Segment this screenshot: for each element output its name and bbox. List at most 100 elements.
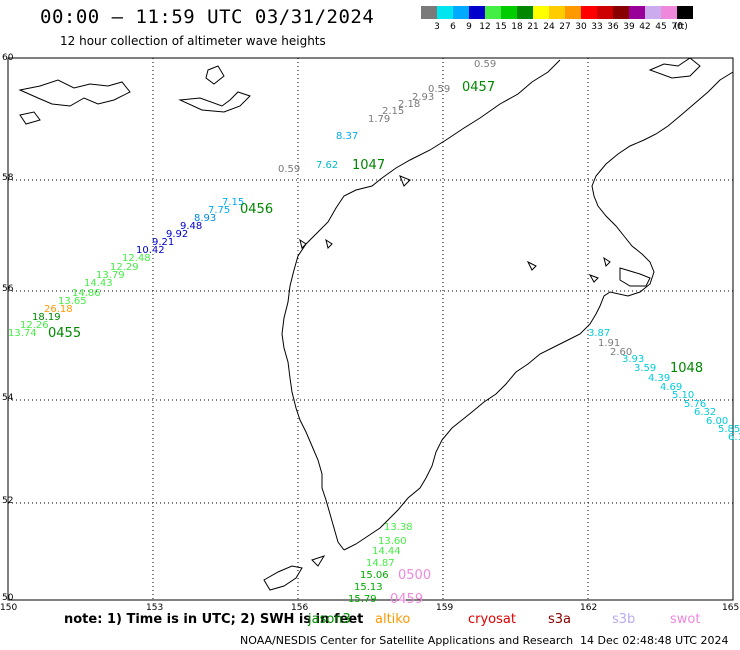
- swh-value: 14.87: [366, 558, 395, 569]
- lon-label: 162: [580, 603, 597, 613]
- satellite-swot: swot: [670, 612, 701, 627]
- swh-value: 9.48: [180, 221, 202, 232]
- swh-value: 15.13: [354, 582, 383, 593]
- lon-label: 165: [722, 603, 739, 613]
- legend-swatch: [421, 6, 437, 19]
- legend-swatch: [533, 6, 549, 19]
- footer-note: note: 1) Time is in UTC; 2) SWH is in fe…: [64, 612, 364, 627]
- legend-swatch: [469, 6, 485, 19]
- swh-value: 14.44: [372, 546, 401, 557]
- satellite-s3b: s3b: [612, 612, 636, 627]
- swh-value: 3.87: [588, 328, 610, 339]
- lon-label: 150: [0, 603, 17, 613]
- lat-label: 52: [2, 496, 13, 506]
- legend-label: 9: [466, 22, 472, 32]
- swh-value: 8.37: [336, 131, 358, 142]
- swh-value: 7.62: [316, 160, 338, 171]
- legend-swatch: [437, 6, 453, 19]
- altimeter-tracks: 0.59 0.59 2.93 2.18 2.15 1.79 0457 8.37 …: [8, 59, 740, 607]
- map-frame: [7, 57, 734, 601]
- legend-swatch: [645, 6, 661, 19]
- swh-value: 3.93: [622, 354, 644, 365]
- lon-label: 156: [291, 603, 308, 613]
- swh-value: 13.74: [8, 328, 37, 339]
- swh-value: 15.06: [360, 570, 389, 581]
- legend-swatch: [597, 6, 613, 19]
- swh-value: 6.00: [706, 416, 728, 427]
- swh-value: 12.29: [110, 262, 139, 273]
- satellite-jason3: jason3: [308, 612, 351, 627]
- legend-label: 33: [591, 22, 603, 32]
- swh-value: 0.59: [474, 59, 496, 70]
- swh-value: 1.91: [598, 338, 620, 349]
- pass-label: 0457: [462, 80, 495, 95]
- swh-value: 26.18: [44, 304, 73, 315]
- swh-value: 10.42: [136, 245, 165, 256]
- swh-value: 15.79: [348, 594, 377, 605]
- swh-value: 12.26: [20, 320, 49, 331]
- color-legend: [421, 6, 693, 19]
- swh-value: 13.38: [384, 522, 413, 533]
- map-title: 00:00 — 11:59 UTC 03/31/2024: [40, 6, 375, 28]
- legend-swatch: [677, 6, 693, 19]
- credit-text: NOAA/NESDIS Center for Satellite Applica…: [240, 634, 574, 647]
- pass-label: 1047: [352, 158, 385, 173]
- legend-label: 6: [450, 22, 456, 32]
- swh-value: 2.60: [610, 347, 632, 358]
- legend-swatch: [517, 6, 533, 19]
- legend-label: (ft): [674, 22, 688, 32]
- axis-labels: 150 153 156 159 162 165 60 58 56 54 52 5…: [0, 53, 739, 613]
- coastline: [18, 57, 734, 591]
- swh-value: 12.48: [122, 253, 151, 264]
- legend-label: 39: [623, 22, 635, 32]
- legend-label: 42: [639, 22, 651, 32]
- legend-swatch: [581, 6, 597, 19]
- map-subtitle: 12 hour collection of altimeter wave hei…: [60, 34, 326, 48]
- lon-label: 153: [146, 603, 163, 613]
- satellite-altiko: altiko: [375, 612, 411, 627]
- lat-label: 54: [2, 393, 14, 403]
- legend-label: 21: [527, 22, 539, 32]
- swh-value: 2.93: [412, 92, 434, 103]
- swh-value: 0.59: [428, 84, 450, 95]
- legend-label: 12: [479, 22, 491, 32]
- legend-swatch: [549, 6, 565, 19]
- generated-timestamp: 14 Dec 02:48:48 UTC 2024: [580, 634, 729, 647]
- swh-value: 14.86: [72, 288, 101, 299]
- pass-label: 0455: [48, 326, 81, 341]
- legend-label: 15: [495, 22, 507, 32]
- swh-value: 5.85: [718, 424, 740, 435]
- legend-swatch: [629, 6, 645, 19]
- lat-label: 60: [2, 53, 14, 63]
- legend-swatch: [661, 6, 677, 19]
- legend-swatch: [613, 6, 629, 19]
- swh-value: 2.18: [398, 99, 420, 110]
- pass-label: 0500: [398, 568, 431, 583]
- legend-label: 70: [671, 22, 683, 32]
- legend-label: 18: [511, 22, 523, 32]
- satellite-s3a: s3a: [548, 612, 572, 627]
- swh-value: 14.43: [84, 278, 113, 289]
- pass-label: 1048: [670, 361, 703, 376]
- swh-value: 1.79: [368, 114, 390, 125]
- legend-label: 30: [575, 22, 587, 32]
- swh-value: 7.15: [222, 197, 244, 208]
- legend-label: 45: [655, 22, 667, 32]
- legend-label: 36: [607, 22, 619, 32]
- legend-swatch: [485, 6, 501, 19]
- lon-label: 159: [436, 603, 453, 613]
- swh-value: 6.1: [728, 432, 740, 443]
- swh-value: 13.65: [58, 296, 87, 307]
- lat-label: 50: [2, 593, 14, 603]
- swh-value: 6.32: [694, 407, 716, 418]
- swh-value: 9.92: [166, 229, 188, 240]
- legend-label: 3: [434, 22, 440, 32]
- swh-value: 2.15: [382, 106, 404, 117]
- swh-value: 18.19: [32, 312, 61, 323]
- legend-swatch: [565, 6, 581, 19]
- lat-label: 58: [2, 173, 14, 183]
- pass-label: 0456: [240, 202, 273, 217]
- legend-swatch: [501, 6, 517, 19]
- legend-swatch: [453, 6, 469, 19]
